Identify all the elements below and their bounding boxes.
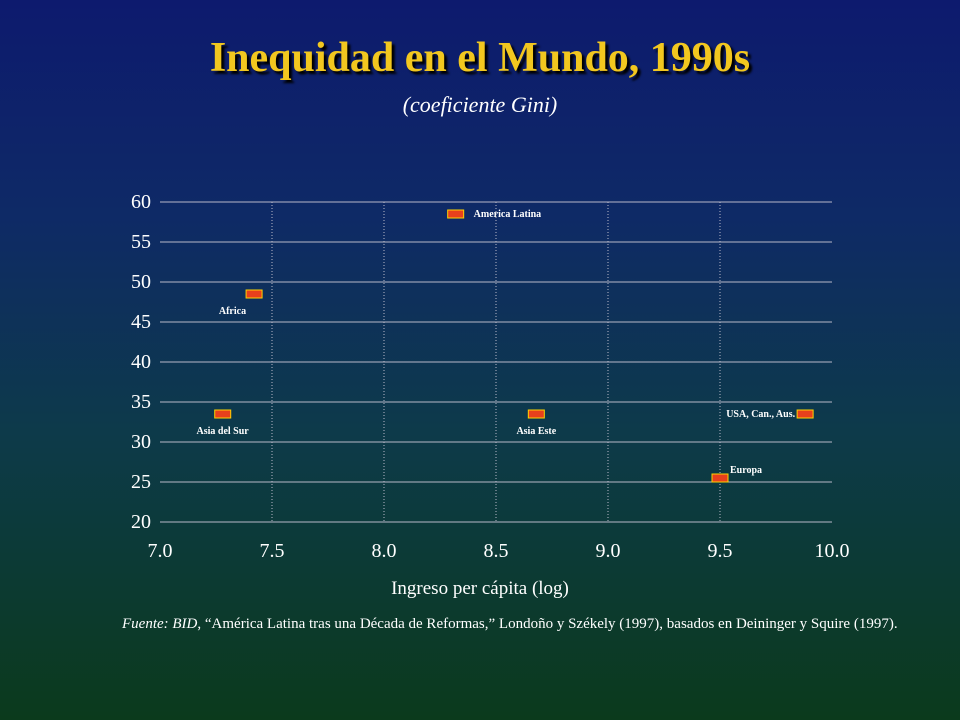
data-point-marker	[214, 409, 232, 419]
page-title: Inequidad en el Mundo, 1990s	[209, 35, 751, 81]
data-point-label: America Latina	[474, 209, 542, 220]
page-subtitle: (coeficiente Gini)	[402, 92, 558, 117]
y-tick-label: 35	[131, 391, 151, 413]
source-note: Fuente: BID, “América Latina tras una Dé…	[122, 614, 902, 635]
source-prefix: Fuente: BID	[122, 616, 198, 632]
data-point-label: Asia del Sur	[196, 426, 249, 437]
x-tick-label: 7.5	[260, 540, 285, 562]
y-tick-label: 55	[131, 231, 151, 253]
x-tick-label: 8.0	[372, 540, 397, 562]
y-tick-label: 30	[131, 431, 151, 453]
data-point-marker	[447, 209, 465, 219]
data-point-label: Africa	[219, 306, 246, 317]
x-tick-label: 7.0	[148, 540, 173, 562]
y-tick-label: 50	[131, 271, 151, 293]
data-point-marker	[711, 473, 729, 483]
source-text: , “América Latina tras una Década de Ref…	[197, 616, 898, 632]
x-axis-label: Ingreso per cápita (log)	[391, 578, 569, 599]
y-tick-label: 45	[131, 311, 151, 333]
x-tick-label: 10.0	[815, 540, 850, 562]
y-tick-label: 20	[131, 511, 151, 533]
data-point-marker	[527, 409, 545, 419]
data-point-label: Asia Este	[516, 426, 556, 437]
y-tick-label: 60	[131, 191, 151, 213]
data-point-label: USA, Can., Aus.	[726, 409, 795, 420]
y-tick-label: 40	[131, 351, 151, 373]
data-point-label: Europa	[730, 465, 762, 476]
y-tick-label: 25	[131, 471, 151, 493]
x-tick-label: 9.0	[596, 540, 621, 562]
x-tick-label: 8.5	[484, 540, 509, 562]
data-point-marker	[245, 289, 263, 299]
data-point-marker	[796, 409, 814, 419]
x-tick-label: 9.5	[708, 540, 733, 562]
